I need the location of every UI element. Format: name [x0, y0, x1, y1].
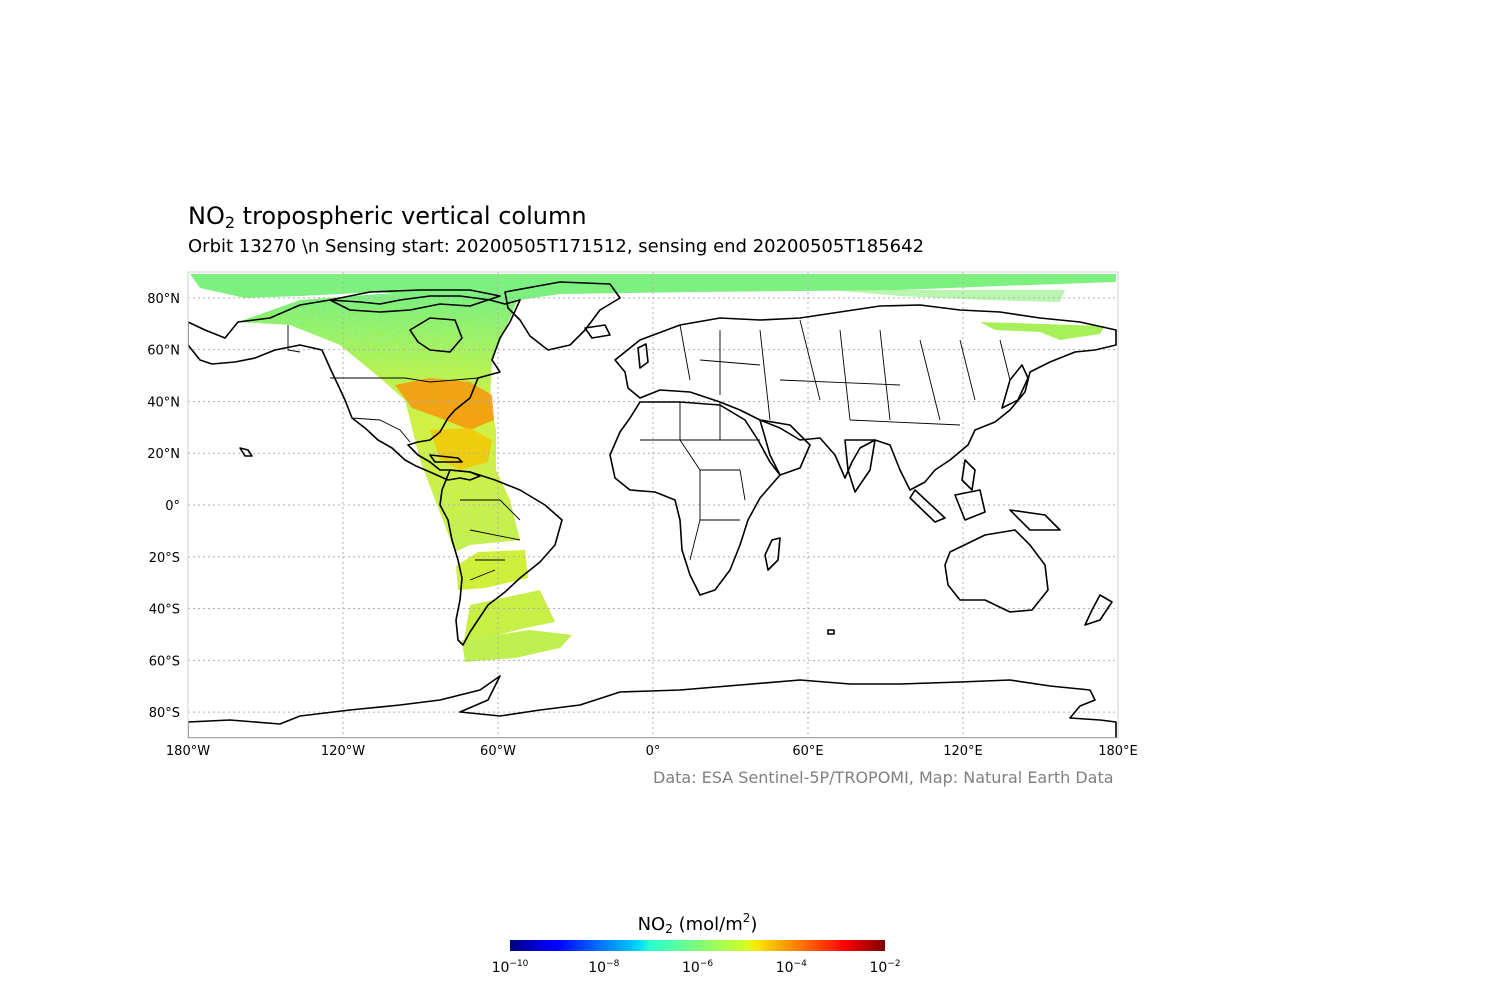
colorbar-label: NO2 (mol/m2)	[637, 911, 758, 936]
southern-island	[827, 629, 835, 635]
cuba	[429, 454, 463, 463]
new-zealand	[1084, 594, 1113, 626]
swath-south-b	[464, 590, 555, 640]
x-tick-label: 60°W	[480, 744, 516, 759]
south-america-borders	[460, 499, 521, 581]
y-tick-labels: 80°N 60°N 40°N 20°N 0° 20°S 40°S 60°S 80°S	[147, 292, 180, 721]
us-mexico-border	[351, 417, 411, 443]
gridlines	[188, 272, 1118, 738]
indian-subcontinent	[844, 439, 876, 493]
us-canada-border	[330, 377, 479, 383]
hudson-bay	[409, 317, 463, 353]
no2-swath	[190, 274, 1116, 662]
greenland	[504, 281, 621, 351]
hawaii	[239, 447, 253, 457]
eurasia-coast	[614, 304, 1117, 491]
colorbar-tick-label: 10−6	[681, 959, 714, 977]
borneo	[954, 489, 986, 521]
swath-south-a	[456, 550, 528, 590]
africa-coast	[609, 401, 781, 596]
y-tick-label: 60°N	[147, 344, 180, 359]
swath-americas-grain	[238, 294, 520, 552]
philippines	[961, 459, 976, 491]
x-tick-labels: 180°W 120°W 60°W 0° 60°E 120°E 180°E	[166, 744, 1138, 759]
map-title: NO2 tropospheric vertical column	[188, 202, 587, 232]
map-frame	[187, 271, 1119, 739]
iceland	[584, 324, 611, 339]
map-subtitle: Orbit 13270 \n Sensing start: 20200505T1…	[188, 236, 925, 257]
swath-siberia	[980, 322, 1105, 340]
coastlines	[188, 281, 1117, 738]
colorbar-tick-label: 10−4	[775, 959, 807, 977]
eurasia-borders	[679, 319, 1011, 426]
south-america-coast	[439, 469, 563, 646]
arabian-peninsula	[759, 419, 811, 476]
swath-hotspot-eastus	[395, 378, 494, 430]
swath-polar-east	[830, 290, 1065, 302]
colorbar-tick-label: 10−2	[869, 959, 901, 977]
africa-borders	[640, 402, 760, 561]
y-tick-label: 40°S	[149, 603, 180, 618]
madagascar	[764, 537, 781, 571]
y-tick-label: 60°S	[149, 654, 180, 669]
japan	[1001, 364, 1029, 409]
x-tick-label: 180°E	[1098, 744, 1138, 759]
colorbar	[510, 940, 885, 951]
north-america-coast	[188, 295, 521, 481]
data-credit: Data: ESA Sentinel-5P/TROPOMI, Map: Natu…	[653, 768, 1114, 787]
x-tick-label: 60°E	[792, 744, 823, 759]
antarctica	[188, 675, 1117, 738]
arctic-islands	[329, 289, 501, 313]
swath-hotspot-gulf	[430, 428, 492, 470]
sumatra	[909, 489, 946, 523]
y-tick-label: 40°N	[147, 395, 180, 410]
alaska-border	[287, 325, 301, 353]
x-tick-label: 120°E	[943, 744, 983, 759]
colorbar-tick-label: 10−10	[491, 959, 529, 977]
y-tick-label: 20°S	[149, 551, 180, 566]
british-isles	[637, 343, 649, 369]
australia	[944, 529, 1049, 613]
country-borders	[287, 319, 1011, 581]
x-tick-label: 180°W	[166, 744, 210, 759]
x-tick-label: 0°	[646, 744, 661, 759]
y-tick-label: 0°	[165, 499, 180, 514]
y-tick-label: 20°N	[147, 447, 180, 462]
y-tick-label: 80°S	[149, 706, 180, 721]
colorbar-tick-label: 10−8	[588, 959, 620, 977]
swath-south-c	[462, 630, 572, 662]
x-tick-label: 120°W	[321, 744, 365, 759]
y-tick-label: 80°N	[147, 292, 180, 307]
new-guinea	[1009, 509, 1061, 531]
